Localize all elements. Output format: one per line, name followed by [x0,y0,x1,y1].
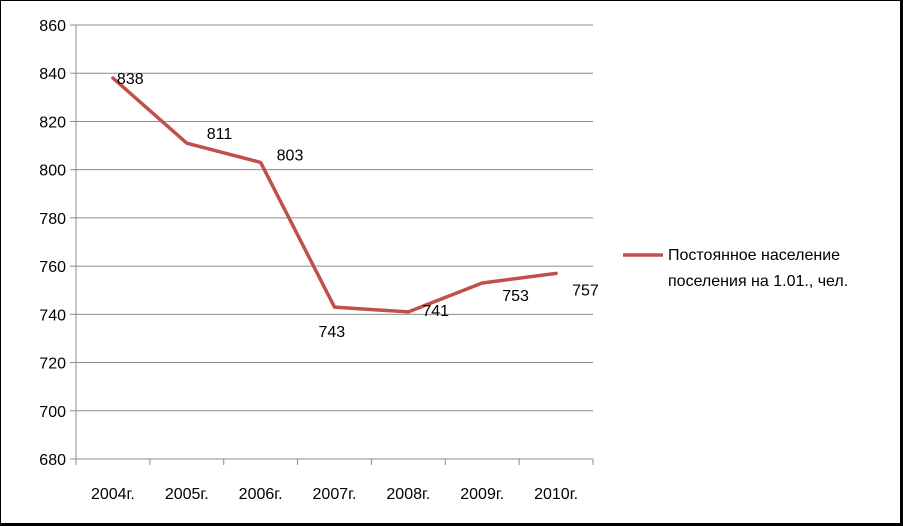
legend-label-line-0: Постоянное население [668,247,840,264]
xtick-label-4: 2008г. [386,486,430,503]
ytick-label-740: 740 [39,307,66,324]
ytick-label-860: 860 [39,18,66,35]
ytick-label-840: 840 [39,66,66,83]
xtick-label-0: 2004г. [91,486,135,503]
data-label-2: 803 [277,147,304,164]
series-line [111,76,558,314]
ytick-label-720: 720 [39,356,66,373]
data-label-3: 743 [319,324,346,341]
xtick-label-5: 2009г. [460,486,504,503]
ytick-label-780: 780 [39,211,66,228]
xtick-label-6: 2010г. [534,486,578,503]
xtick-label-3: 2007г. [313,486,357,503]
data-label-5: 753 [502,288,529,305]
ytick-label-800: 800 [39,163,66,180]
xtick-label-2: 2006г. [239,486,283,503]
legend-label-line-1: поселения на 1.01., чел. [668,273,848,290]
data-label-6: 757 [572,282,599,299]
xtick-label-1: 2005г. [165,486,209,503]
ytick-label-700: 700 [39,404,66,421]
ytick-label-820: 820 [39,114,66,131]
ytick-label-680: 680 [39,452,66,469]
data-label-0: 838 [117,71,144,88]
data-label-1: 811 [207,126,233,143]
ytick-label-760: 760 [39,259,66,276]
data-label-4: 741 [422,303,449,320]
